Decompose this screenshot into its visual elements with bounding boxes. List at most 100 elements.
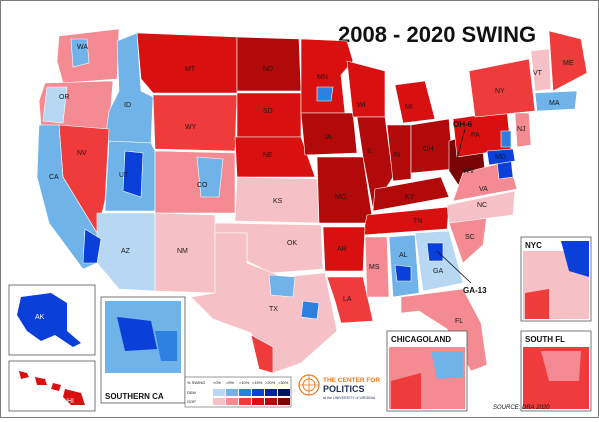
- state-label-wa: WA: [77, 44, 88, 51]
- legend-swatch-dem-0: [213, 389, 225, 396]
- state-label-co: CO: [197, 182, 208, 189]
- state-label-me: ME: [563, 60, 574, 67]
- region-ky: [372, 176, 450, 212]
- inset-south-fl: SOUTH FL: [520, 330, 592, 412]
- region-wi: [346, 60, 386, 118]
- logo-line2: POLITICS: [323, 384, 365, 394]
- legend-step-5: >30%: [278, 380, 289, 385]
- inset-southern-ca: SOUTHERN CA: [100, 296, 186, 404]
- region-tx-houston: [300, 300, 320, 320]
- legend-swatch-gop-0: [213, 398, 225, 405]
- region-vt: [530, 48, 552, 92]
- legend-step-1: >5%: [226, 380, 235, 385]
- inset-nyc: NYC: [520, 236, 592, 322]
- inset-label-southern-ca: SOUTHERN CA: [105, 392, 164, 401]
- region-sd: [236, 92, 302, 138]
- legend-header: % SWING: [187, 380, 205, 385]
- legend-step-2: >10%: [239, 380, 250, 385]
- region-me: [548, 30, 588, 92]
- southern-ca-la: [117, 317, 157, 351]
- chicagoland-north: [431, 351, 463, 379]
- state-label-in: IN: [393, 152, 400, 159]
- state-label-il: IL: [367, 148, 373, 155]
- region-wy: [152, 94, 238, 152]
- region-nd: [236, 36, 302, 92]
- region-pa-philly: [500, 130, 512, 148]
- inset-label-hi: HI: [67, 398, 74, 405]
- state-label-ks: KS: [273, 198, 283, 205]
- state-label-ok: OK: [287, 240, 297, 247]
- region-in: [386, 124, 412, 182]
- legend-step-0: >0%: [213, 380, 222, 385]
- region-ny: [468, 58, 536, 118]
- state-label-ca: CA: [49, 174, 59, 181]
- region-mt: [136, 32, 238, 94]
- state-label-wy: WY: [185, 124, 197, 131]
- region-wa-seattle: [70, 38, 90, 68]
- state-labels: WA OR ID MT ND MN WI MI ME VT MA SD WY N…: [49, 44, 574, 325]
- state-label-md: MD: [495, 154, 506, 161]
- region-ma: [534, 90, 578, 112]
- region-mi: [394, 80, 436, 124]
- state-label-la: LA: [343, 296, 352, 303]
- legend-swatch-gop-1: [226, 398, 238, 405]
- state-label-mi: MI: [405, 104, 413, 111]
- logo-line1: THE CENTER FOR: [323, 377, 380, 384]
- callout-oh6-label: OH-6: [453, 120, 473, 129]
- region-tx-south: [250, 334, 274, 374]
- state-label-pa: PA: [471, 132, 480, 139]
- region-nj: [514, 112, 532, 148]
- state-label-wv: WV: [463, 168, 475, 175]
- center-for-politics-logo: THE CENTER FOR POLITICS at the UNIVERSIT…: [298, 374, 380, 400]
- legend-swatch-gop-5: [278, 398, 290, 405]
- region-ga-atl: [426, 242, 444, 262]
- state-label-tn: TN: [413, 218, 422, 225]
- legend-swatch-gop-4: [265, 398, 277, 405]
- region-md: [486, 148, 516, 166]
- chicagoland-south: [391, 373, 421, 409]
- ak-shape: [17, 293, 81, 347]
- callout-oh6: OH-6: [453, 120, 473, 160]
- legend-swatch-dem-3: [252, 389, 264, 396]
- region-or-west: [42, 86, 68, 124]
- region-la: [326, 276, 374, 324]
- state-label-al: AL: [399, 252, 408, 259]
- inset-label-south-fl: SOUTH FL: [525, 335, 565, 344]
- state-label-ne: NE: [263, 152, 273, 159]
- state-label-ma: MA: [549, 100, 560, 107]
- state-label-nj: NJ: [517, 126, 526, 133]
- inset-chicagoland: CHICAGOLAND: [386, 330, 468, 412]
- region-mn-metro: [316, 86, 334, 102]
- state-label-mo: MO: [335, 194, 347, 201]
- inset-label-chicagoland: CHICAGOLAND: [391, 335, 451, 344]
- legend-step-3: >15%: [252, 380, 263, 385]
- state-label-vt: VT: [533, 70, 543, 77]
- state-label-ga: GA: [433, 268, 443, 275]
- state-label-fl: FL: [455, 318, 463, 325]
- region-ar: [322, 226, 366, 272]
- state-label-sc: SC: [465, 234, 475, 241]
- logo-mark-icon: [298, 374, 320, 396]
- region-al-south: [394, 264, 412, 282]
- region-tx: [190, 232, 338, 374]
- nyc-manhattan: [561, 241, 589, 277]
- state-label-tx: TX: [269, 306, 278, 313]
- callout-ga13-label: GA-13: [463, 286, 487, 295]
- southern-ca-ie: [155, 331, 177, 361]
- legend-swatch-gop-3: [252, 398, 264, 405]
- state-label-oh: OH: [423, 146, 434, 153]
- state-label-mn: MN: [317, 74, 328, 81]
- state-label-ar: AR: [337, 246, 347, 253]
- legend: % SWING >0% >5% >10% >15% >20% >30% DEM …: [184, 376, 292, 408]
- legend-swatch-dem-4: [265, 389, 277, 396]
- source-note: SOURCE: DRA 2020: [493, 405, 550, 411]
- legend-step-4: >20%: [265, 380, 276, 385]
- legend-swatches: [213, 389, 290, 405]
- legend-row-dem: DEM: [187, 390, 196, 395]
- state-label-nd: ND: [263, 66, 273, 73]
- state-label-az: AZ: [121, 248, 131, 255]
- state-label-ut: UT: [119, 172, 129, 179]
- state-label-nm: NM: [177, 248, 188, 255]
